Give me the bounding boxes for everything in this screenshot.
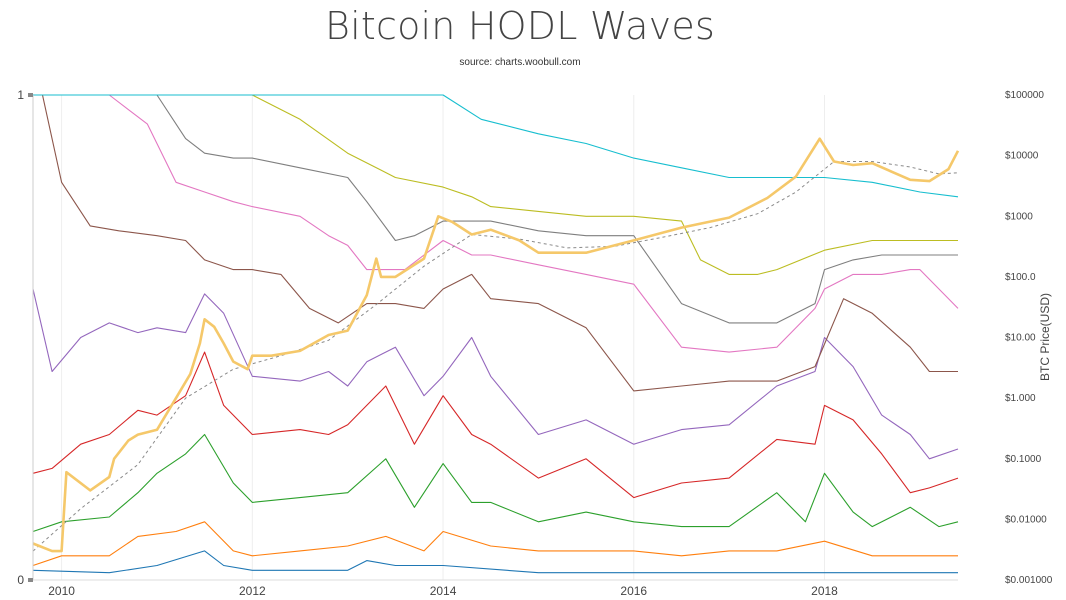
y-right-tick-8: $100000 (1005, 90, 1044, 101)
y-left-tick-0: 0 (17, 573, 24, 587)
y-right-tick-2: $0.1000 (1005, 454, 1042, 465)
price-line (32, 137, 960, 553)
vertical-gridlines (61, 95, 825, 580)
axes: 0 1 2010 2012 2014 2016 2018 $0.001000 $0.01000 $… (17, 88, 1052, 598)
y-left-tick-mark-0 (28, 578, 33, 582)
wave-line-0 (32, 550, 958, 574)
y-right-tick-3: $1.000 (1005, 393, 1036, 404)
y-right-tick-6: $1000 (1005, 211, 1033, 222)
wave-line-2 (32, 433, 959, 533)
y-right-axis-label: BTC Price(USD) (1038, 293, 1052, 381)
wave-line-9 (33, 94, 959, 198)
chart-title: Bitcoin HODL Waves (325, 4, 715, 48)
wave-line-5 (33, 94, 958, 392)
wave-line-7 (156, 94, 958, 324)
y-right-tick-7: $10000 (1005, 151, 1039, 162)
y-left-tick-1: 1 (17, 88, 24, 102)
chart-subtitle: source: charts.woobull.com (459, 57, 581, 68)
y-right-tick-5: $100.0 (1005, 272, 1036, 283)
wave-line-3 (32, 351, 959, 499)
hodl-wave-series (32, 94, 959, 574)
x-tick-2016: 2016 (620, 584, 647, 598)
y-right-tick-4: $10.00 (1005, 333, 1036, 344)
wave-line-1 (32, 521, 958, 567)
y-right-tick-1: $0.01000 (1005, 514, 1047, 525)
price-series (32, 137, 960, 553)
wave-line-6 (108, 94, 959, 353)
y-right-tick-0: $0.001000 (1005, 575, 1053, 586)
price-trend-line (32, 161, 959, 552)
x-tick-2010: 2010 (48, 584, 75, 598)
x-tick-2012: 2012 (239, 584, 266, 598)
wave-line-4 (32, 288, 959, 460)
y-left-tick-mark-1 (28, 93, 33, 97)
x-tick-2018: 2018 (811, 584, 838, 598)
wave-line-8 (252, 94, 958, 275)
x-tick-2014: 2014 (430, 584, 457, 598)
